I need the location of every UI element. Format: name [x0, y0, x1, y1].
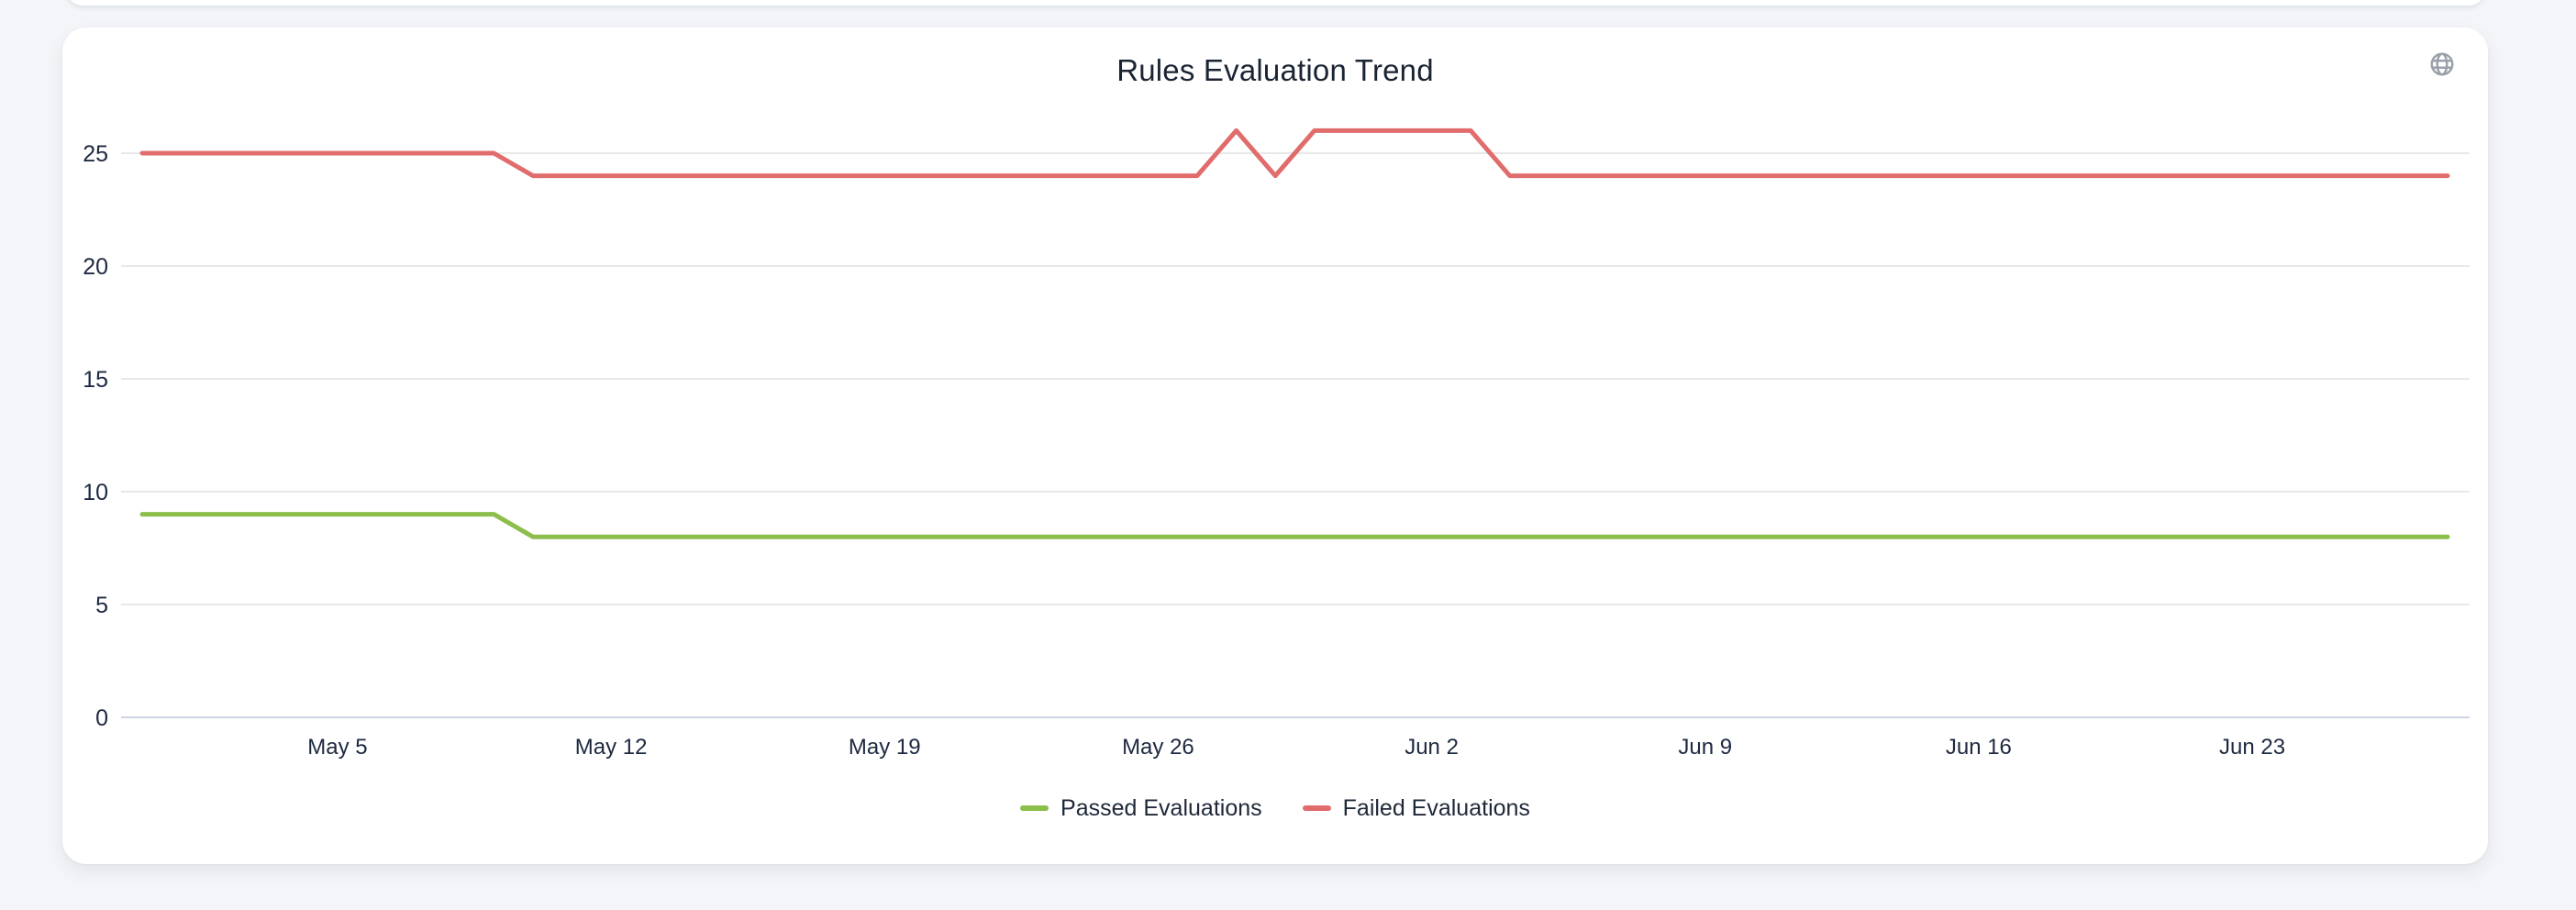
x-axis-tick-label: Jun 23	[2219, 735, 2285, 760]
x-axis-tick-label: May 26	[1122, 735, 1194, 760]
x-axis-tick-label: Jun 9	[1678, 735, 1732, 760]
y-axis-tick-label: 0	[95, 705, 108, 731]
legend-label-failed: Failed Evaluations	[1342, 795, 1530, 821]
y-axis-tick-label: 5	[95, 593, 108, 618]
failed-series-swatch	[1302, 805, 1331, 811]
y-axis-tick-label: 10	[83, 480, 108, 505]
chart-title: Rules Evaluation Trend	[1116, 53, 1434, 87]
x-axis-tick-label: May 12	[575, 735, 648, 760]
x-axis-tick-label: Jun 2	[1405, 735, 1459, 760]
y-axis-tick-label: 20	[83, 254, 108, 280]
trend-chart[interactable]: 0 5 10 15 20 25 May 5 May 12 May 19 May 26 Jun 2 Ju…	[62, 28, 2488, 864]
passed-series-swatch	[1020, 805, 1049, 811]
legend-label-passed: Passed Evaluations	[1060, 795, 1262, 821]
x-axis-tick-label: May 5	[307, 735, 367, 760]
chart-legend: Passed Evaluations Failed Evaluations	[62, 794, 2488, 822]
x-axis-tick-label: May 19	[849, 735, 921, 760]
legend-item-passed[interactable]: Passed Evaluations	[1020, 796, 1262, 820]
chart-card: Rules Evaluation Trend 0 5 10 15 20 25 May 5 Ma…	[62, 28, 2488, 864]
failed-evaluations-line[interactable]	[139, 128, 2450, 179]
y-axis-tick-label: 25	[83, 141, 108, 167]
y-axis-tick-label: 15	[83, 367, 108, 393]
legend-item-failed[interactable]: Failed Evaluations	[1302, 795, 1530, 821]
passed-evaluations-line[interactable]	[139, 512, 2450, 539]
x-axis-tick-label: Jun 16	[1946, 735, 2012, 760]
globe-button[interactable]	[2427, 50, 2457, 79]
globe-icon	[2430, 52, 2454, 76]
previous-card-bottom-edge	[66, 0, 2485, 6]
